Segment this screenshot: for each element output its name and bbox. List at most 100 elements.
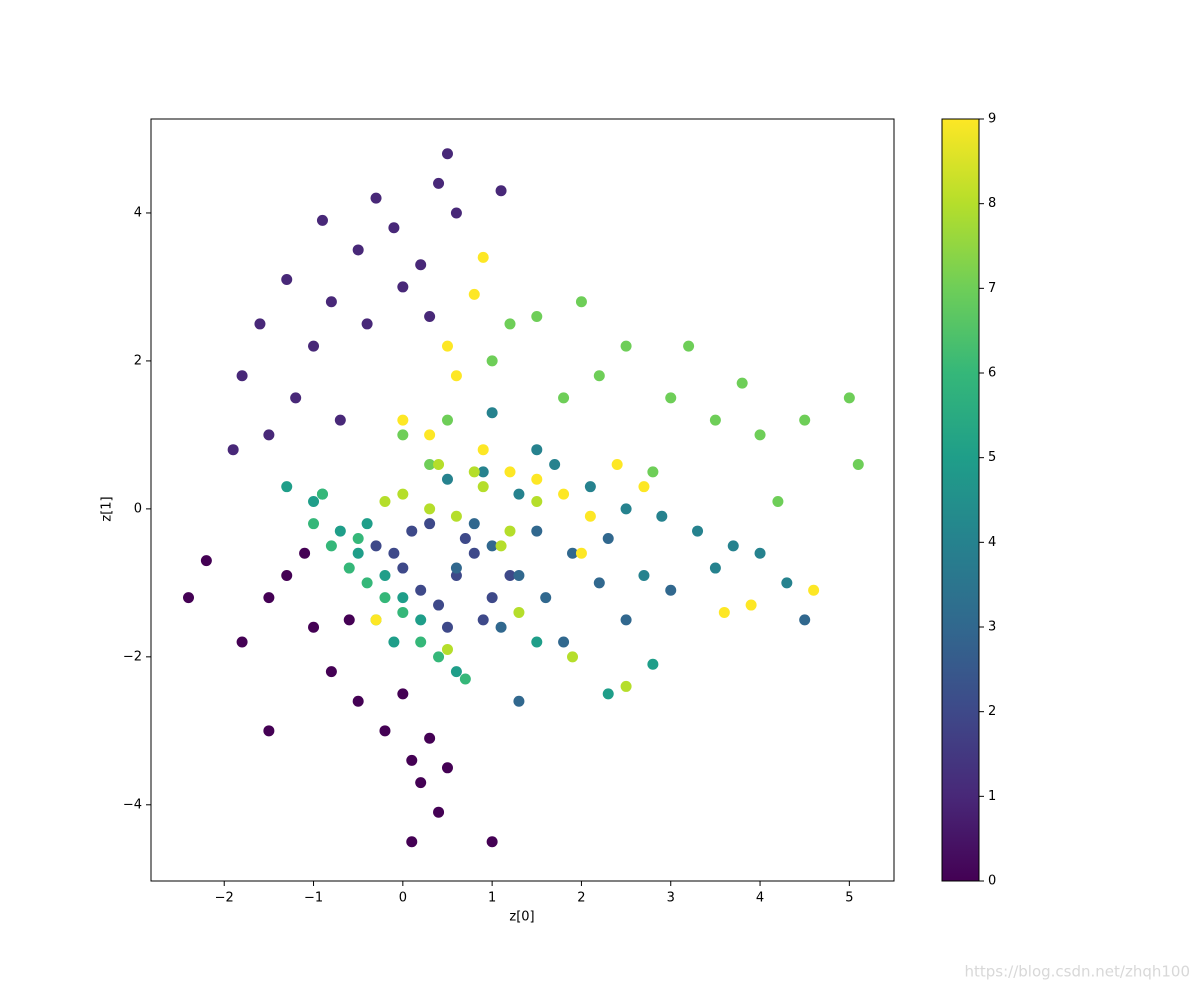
point	[450, 562, 462, 574]
point	[370, 192, 382, 204]
y-tick-label: 2	[134, 353, 142, 368]
point	[513, 569, 525, 581]
point	[477, 614, 489, 626]
point	[531, 473, 543, 485]
colorbar-tick-label: 9	[988, 112, 996, 127]
point	[620, 680, 632, 692]
point	[441, 340, 453, 352]
point	[183, 592, 195, 604]
point	[441, 414, 453, 426]
point	[379, 592, 391, 604]
point	[602, 532, 614, 544]
point	[379, 725, 391, 737]
point	[227, 444, 239, 456]
point	[352, 695, 364, 707]
point	[504, 466, 516, 478]
point	[352, 547, 364, 559]
point	[343, 562, 355, 574]
point	[397, 562, 409, 574]
point	[754, 547, 766, 559]
point	[388, 636, 400, 648]
colorbar-tick-label: 5	[988, 450, 996, 465]
point	[334, 414, 346, 426]
point	[450, 510, 462, 522]
point	[361, 518, 373, 530]
point	[665, 584, 677, 596]
point	[709, 562, 721, 574]
point	[486, 407, 498, 419]
point	[433, 651, 445, 663]
point	[709, 414, 721, 426]
point	[379, 495, 391, 507]
point	[263, 429, 275, 441]
point	[397, 414, 409, 426]
point	[308, 340, 320, 352]
point	[441, 621, 453, 633]
point	[799, 414, 811, 426]
point	[513, 695, 525, 707]
plot-frame	[150, 118, 895, 882]
point	[450, 666, 462, 678]
point	[477, 444, 489, 456]
point	[638, 569, 650, 581]
point	[620, 340, 632, 352]
colorbar-tick-label: 7	[988, 281, 996, 296]
point	[370, 614, 382, 626]
point	[200, 555, 212, 567]
point	[397, 429, 409, 441]
point	[441, 762, 453, 774]
point	[308, 518, 320, 530]
point	[531, 636, 543, 648]
point	[397, 688, 409, 700]
point	[567, 547, 579, 559]
point	[584, 510, 596, 522]
point	[486, 540, 498, 552]
point	[504, 525, 516, 537]
point	[361, 318, 373, 330]
x-tick-label: 2	[577, 891, 585, 906]
point	[325, 296, 337, 308]
colorbar	[941, 118, 980, 882]
point	[477, 466, 489, 478]
point	[727, 540, 739, 552]
point	[736, 377, 748, 389]
point	[504, 569, 516, 581]
point	[575, 296, 587, 308]
point	[459, 532, 471, 544]
point	[281, 274, 293, 286]
point	[379, 569, 391, 581]
point	[486, 592, 498, 604]
point	[397, 488, 409, 500]
y-tick-label: −2	[123, 649, 142, 664]
x-tick-label: 0	[399, 891, 407, 906]
point	[415, 777, 427, 789]
point	[638, 481, 650, 493]
point	[495, 621, 507, 633]
point	[540, 592, 552, 604]
point	[486, 836, 498, 848]
point	[692, 525, 704, 537]
point	[424, 732, 436, 744]
point	[308, 621, 320, 633]
point	[513, 488, 525, 500]
point	[808, 584, 820, 596]
point	[468, 466, 480, 478]
point	[575, 547, 587, 559]
point	[486, 355, 498, 367]
point	[781, 577, 793, 589]
point	[584, 481, 596, 493]
point	[531, 525, 543, 537]
point	[611, 458, 623, 470]
point	[308, 495, 320, 507]
point	[665, 392, 677, 404]
point	[397, 592, 409, 604]
point	[325, 540, 337, 552]
point	[620, 503, 632, 515]
point	[754, 429, 766, 441]
point	[656, 510, 668, 522]
point	[683, 340, 695, 352]
point	[593, 577, 605, 589]
point	[334, 525, 346, 537]
colorbar-tick-label: 8	[988, 196, 996, 211]
point	[406, 754, 418, 766]
